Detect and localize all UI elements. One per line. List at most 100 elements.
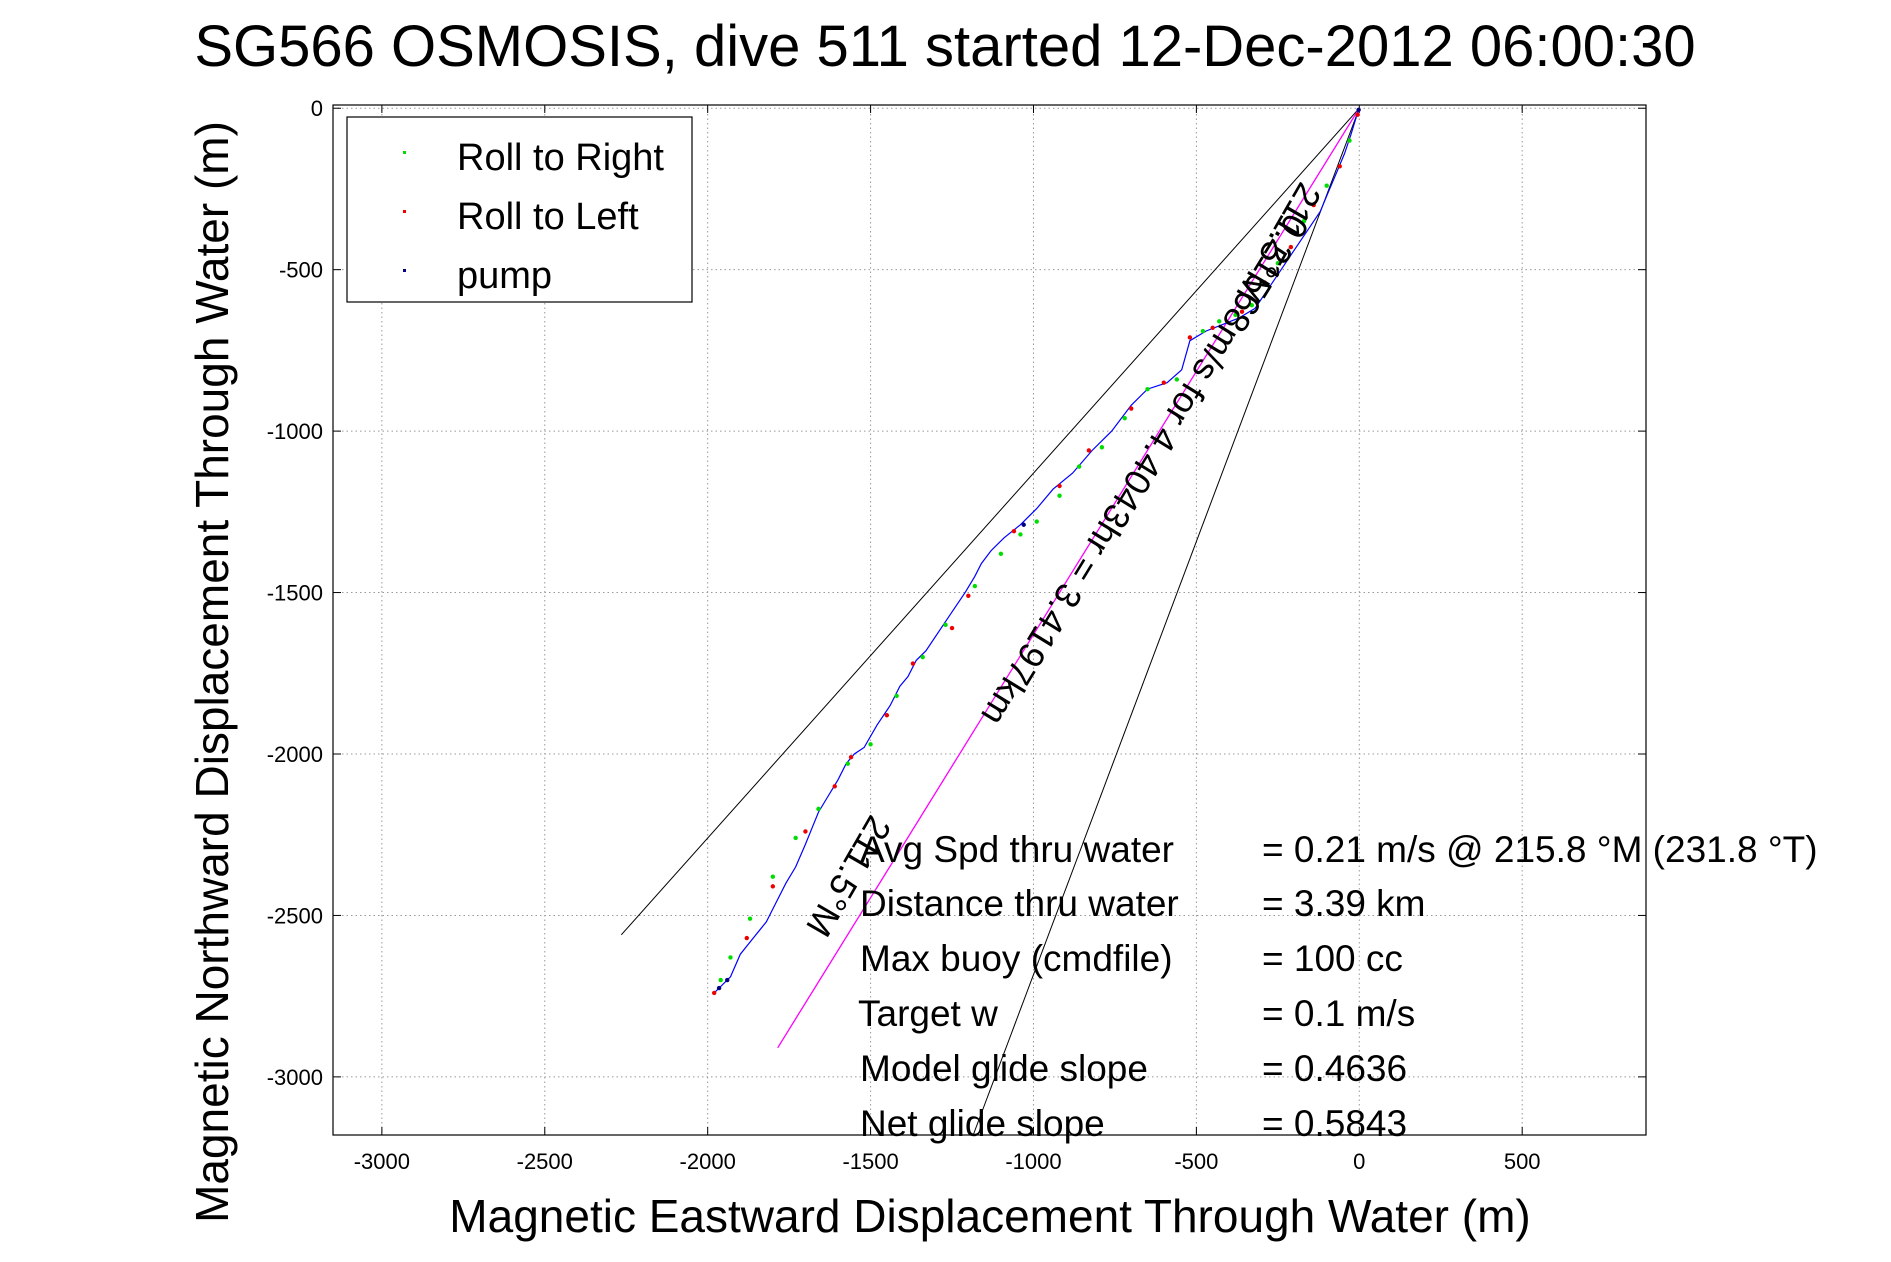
roll-right-point: [998, 551, 1004, 557]
roll-left-point: [884, 713, 890, 718]
y-tick-label: -500: [279, 258, 323, 283]
track-line: [713, 108, 1360, 994]
x-tick-label: 500: [1504, 1149, 1541, 1174]
summary-label-max-buoy: Max buoy (cmdfile): [860, 938, 1173, 979]
x-axis-ticks: -3000 -2500 -2000 -1500 -1000 -500 0 500: [354, 105, 1541, 1174]
chart-title: SG566 OSMOSIS, dive 511 started 12-Dec-2…: [194, 14, 1695, 79]
roll-left-point: [803, 829, 808, 834]
roll-left-point: [770, 884, 776, 889]
heading-cone-line: [620, 107, 1360, 936]
mean-heading-line: [777, 107, 1360, 1049]
roll-left-point: [1057, 483, 1062, 489]
y-tick-label: -1000: [267, 419, 323, 444]
roll-left-point: [1161, 380, 1167, 385]
roll-left-point: [744, 935, 749, 941]
roll-right-point: [718, 977, 723, 983]
roll-right-point: [1347, 138, 1352, 143]
x-tick-label: -1500: [842, 1149, 898, 1174]
roll-right-point: [747, 916, 753, 921]
roll-left-point: [1011, 529, 1017, 534]
x-tick-label: -3000: [354, 1149, 410, 1174]
roll-right-point: [1301, 219, 1307, 224]
x-tick-label: -2500: [517, 1149, 573, 1174]
y-tick-label: -1500: [267, 581, 323, 606]
roll-right-point: [1216, 319, 1222, 324]
roll-left-point: [1355, 112, 1360, 117]
roll-right-point: [816, 806, 821, 812]
roll-left-point: [1086, 448, 1092, 453]
y-axis-label: Magnetic Northward Displacement Through …: [186, 121, 238, 1223]
roll-right-point: [1057, 493, 1062, 498]
x-tick-label: 0: [1353, 1149, 1365, 1174]
pump-point: [716, 985, 722, 991]
roll-left-point: [1187, 335, 1193, 340]
roll-right-point: [770, 874, 776, 879]
y-tick-label: -3000: [267, 1065, 323, 1090]
roll-right-point: [1076, 464, 1082, 469]
roll-right-point: [1249, 302, 1254, 308]
y-tick-label: 0: [311, 96, 323, 121]
roll-right-point: [1174, 377, 1180, 382]
roll-right-point: [972, 583, 978, 589]
summary-label-avg-speed: Avg Spd thru water: [860, 829, 1174, 870]
y-tick-label: -2000: [267, 742, 323, 767]
x-tick-label: -1000: [1005, 1149, 1061, 1174]
roll-right-point: [894, 693, 899, 699]
summary-label-model-glide: Model glide slope: [860, 1048, 1148, 1089]
roll-left-point: [949, 625, 955, 631]
roll-right-point: [943, 622, 948, 628]
x-tick-label: -2000: [680, 1149, 736, 1174]
roll-right-point: [868, 742, 873, 747]
roll-right-point: [1324, 183, 1329, 188]
roll-left-point: [832, 784, 837, 789]
legend: Roll to Right Roll to Left pump: [346, 116, 693, 303]
pump-point: [1021, 522, 1026, 527]
summary-label-target-w: Target w: [858, 993, 998, 1034]
roll-right-point: [1233, 312, 1238, 318]
y-axis-ticks: 0 -500 -1000 -1500 -2000 -2500 -3000: [267, 96, 1646, 1090]
roll-right-point: [1018, 532, 1023, 537]
y-tick-label: -2500: [267, 903, 323, 928]
legend-label-roll-left: Roll to Left: [457, 196, 639, 238]
legend-marker-pump: [403, 269, 406, 272]
pump-point: [1356, 107, 1361, 113]
summary-value-target-w: = 0.1 m/s: [1262, 993, 1415, 1034]
heading-cone-lines: [620, 107, 1360, 1136]
mean-heading-line-path: [777, 107, 1360, 1049]
roll-left-point: [1210, 325, 1215, 330]
legend-marker-roll-left: [403, 210, 406, 213]
roll-left-point: [711, 990, 717, 996]
roll-right-point: [845, 761, 850, 766]
summary-value-distance: = 3.39 km: [1262, 883, 1426, 924]
roll-left-point: [966, 593, 971, 598]
roll-left-point: [848, 755, 854, 760]
roll-left-point: [1288, 244, 1294, 250]
roll-left-point: [1337, 164, 1342, 169]
x-tick-label: -500: [1174, 1149, 1218, 1174]
roll-right-point: [728, 955, 733, 960]
roll-right-point: [1145, 386, 1150, 392]
roll-right-point: [793, 835, 798, 841]
roll-markers: [711, 107, 1361, 996]
roll-right-point: [1099, 445, 1105, 450]
summary-value-max-buoy: = 100 cc: [1262, 938, 1403, 979]
x-axis-label: Magnetic Eastward Displacement Through W…: [449, 1190, 1530, 1242]
legend-label-roll-right: Roll to Right: [457, 137, 664, 179]
roll-right-point: [1275, 261, 1281, 266]
pump-point: [725, 977, 730, 983]
roll-left-point: [1311, 202, 1316, 208]
summary-label-net-glide: Net glide slope: [860, 1103, 1105, 1144]
dive-summary: Avg Spd thru water = 0.21 m/s @ 215.8 °M…: [858, 829, 1818, 1144]
glider-track: [713, 108, 1360, 994]
summary-value-model-glide: = 0.4636: [1262, 1048, 1407, 1089]
roll-left-point: [910, 661, 916, 666]
roll-right-point: [920, 654, 925, 660]
summary-value-net-glide: = 0.5843: [1262, 1103, 1407, 1144]
legend-marker-roll-right: [403, 151, 406, 154]
roll-right-point: [1034, 519, 1039, 524]
heading-cone-line: [972, 108, 1360, 1136]
roll-left-point: [1129, 406, 1134, 411]
roll-right-point: [1122, 415, 1127, 421]
roll-right-point: [1200, 328, 1206, 334]
